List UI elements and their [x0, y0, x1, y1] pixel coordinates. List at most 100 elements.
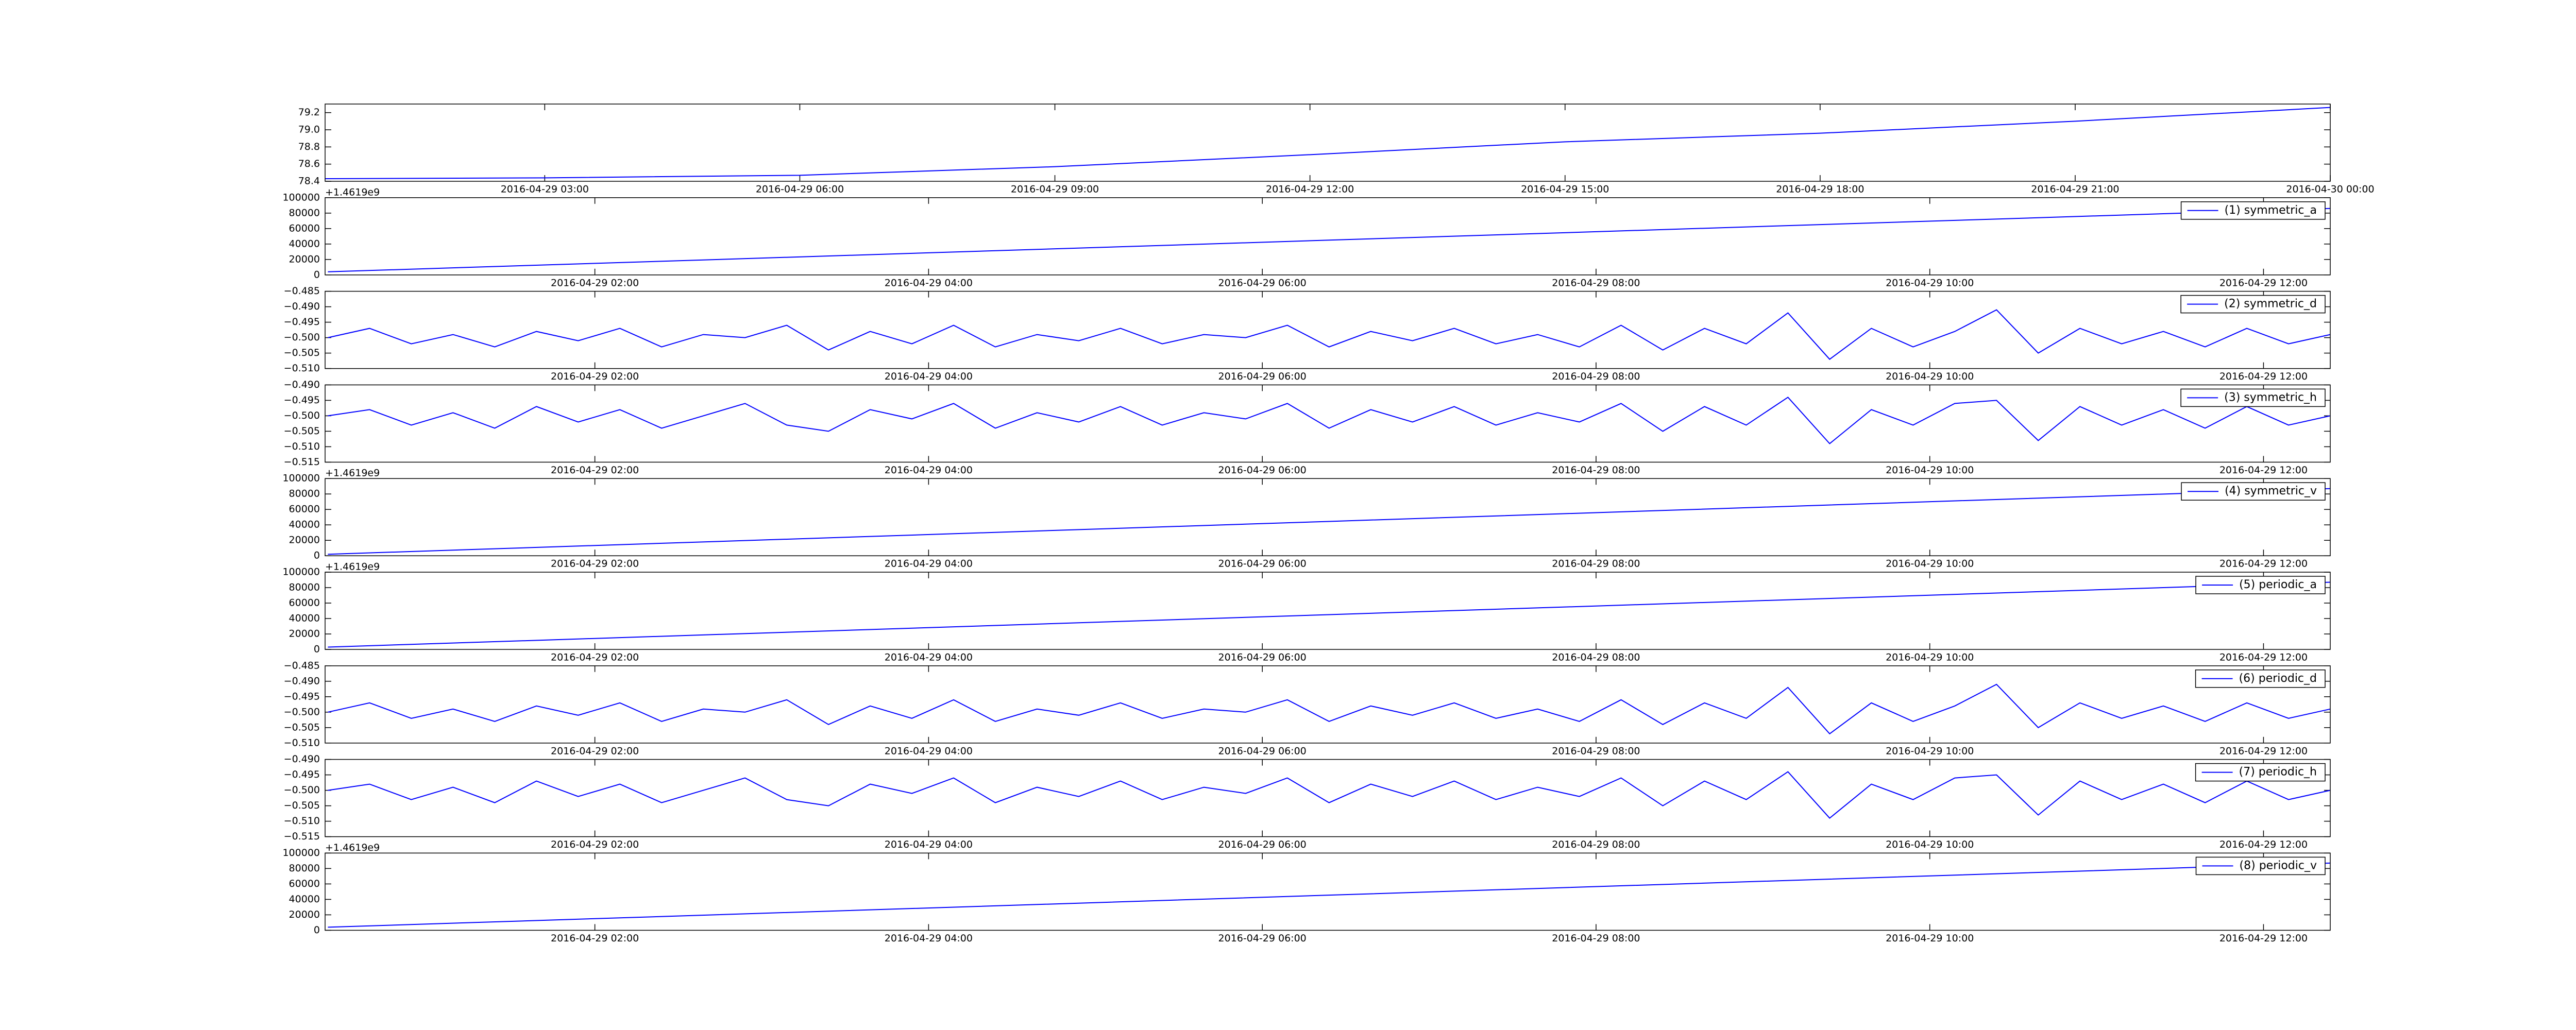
y-tick-label: −0.510 [284, 737, 320, 748]
y-tick-label: 60000 [289, 222, 320, 234]
legend-label: (2) symmetric_d [2224, 298, 2317, 311]
x-tick-label: 2016-04-29 10:00 [1886, 839, 1974, 850]
x-tick-label: 2016-04-29 04:00 [885, 558, 973, 570]
x-tick-label: 2016-04-29 04:00 [885, 465, 973, 476]
x-tick-label: 2016-04-29 09:00 [1011, 184, 1099, 195]
series-line [328, 862, 2331, 928]
y-tick-label: 100000 [282, 847, 320, 859]
y-tick-label: 100000 [282, 566, 320, 578]
legend: (6) periodic_d [2195, 670, 2326, 688]
x-tick-label: 2016-04-29 12:00 [2219, 839, 2308, 850]
legend: (4) symmetric_v [2181, 482, 2326, 501]
y-tick-label: −0.505 [284, 722, 320, 733]
series-line [328, 397, 2331, 444]
axes-frame [325, 478, 2331, 556]
x-tick-label: 2016-04-29 04:00 [885, 652, 973, 663]
x-tick-label: 2016-04-29 04:00 [885, 745, 973, 757]
y-tick-label: 60000 [289, 878, 320, 889]
axes-frame [325, 852, 2331, 931]
x-tick-label: 2016-04-29 10:00 [1886, 465, 1974, 476]
legend-box [2181, 482, 2326, 501]
y-tick-label: −0.500 [284, 784, 320, 796]
x-tick-label: 2016-04-29 10:00 [1886, 933, 1974, 944]
x-tick-label: 2016-04-29 08:00 [1552, 558, 1640, 570]
x-tick-label: 2016-04-29 02:00 [551, 745, 639, 757]
series-line [328, 581, 2331, 648]
y-tick-label: 40000 [289, 894, 320, 905]
y-tick-label: 20000 [289, 628, 320, 640]
y-tick-label: 100000 [282, 473, 320, 484]
y-tick-label: −0.510 [284, 815, 320, 827]
x-tick-label: 2016-04-29 06:00 [1218, 277, 1307, 288]
y-offset-label: +1.4619e9 [325, 186, 380, 198]
series-line [328, 309, 2331, 360]
subplot: −0.510 −0.505 −0.500 −0.495 −0.490 −0.485 2016… [284, 660, 2331, 757]
x-tick-label: 2016-04-29 10:00 [1886, 558, 1974, 570]
legend: (2) symmetric_d [2180, 295, 2326, 314]
subplot: 78.4 78.6 78.8 79.0 79.2 2016-04-29 03:00 2016… [298, 104, 2375, 195]
x-tick-label: 2016-04-29 06:00 [1218, 371, 1307, 382]
y-offset-label: +1.4619e9 [325, 468, 380, 479]
axes-frame [325, 384, 2331, 463]
legend-label: (6) periodic_d [2239, 672, 2317, 685]
x-tick-label: 2016-04-29 12:00 [2219, 652, 2308, 663]
x-tick-label: 2016-04-29 12:00 [2219, 558, 2308, 570]
y-tick-label: 80000 [289, 207, 320, 218]
y-tick-label: −0.495 [284, 769, 320, 780]
x-tick-label: 2016-04-29 04:00 [885, 277, 973, 288]
subplot: −0.515 −0.510 −0.505 −0.500 −0.495 −0.490 2016… [284, 753, 2331, 850]
subplot: 0 20000 40000 60000 80000 100000 2016-04-29 02… [282, 186, 2331, 288]
x-tick-label: 2016-04-29 08:00 [1552, 277, 1640, 288]
y-tick-label: −0.490 [284, 379, 320, 390]
series-line [328, 208, 2331, 272]
y-tick-label: −0.510 [284, 363, 320, 374]
legend-label: (5) periodic_a [2239, 578, 2317, 591]
x-tick-label: 2016-04-29 08:00 [1552, 839, 1640, 850]
y-tick-label: −0.505 [284, 800, 320, 811]
x-tick-label: 2016-04-29 06:00 [1218, 465, 1307, 476]
y-tick-label: 60000 [289, 504, 320, 515]
y-tick-label: 80000 [289, 863, 320, 874]
y-tick-label: −0.485 [284, 285, 320, 297]
y-tick-label: 100000 [282, 192, 320, 203]
legend: (5) periodic_a [2195, 576, 2326, 594]
series-line [325, 107, 2331, 179]
x-tick-label: 2016-04-30 00:00 [2286, 184, 2374, 195]
x-tick-label: 2016-04-29 10:00 [1886, 277, 1974, 288]
y-tick-label: 0 [314, 644, 320, 655]
y-tick-label: 20000 [289, 253, 320, 265]
x-tick-label: 2016-04-29 02:00 [551, 277, 639, 288]
x-tick-label: 2016-04-29 21:00 [2031, 184, 2119, 195]
y-tick-label: 79.0 [298, 124, 320, 135]
y-tick-label: 20000 [289, 535, 320, 546]
y-tick-label: −0.490 [284, 675, 320, 686]
y-tick-label: −0.510 [284, 441, 320, 452]
subplot: 0 20000 40000 60000 80000 100000 2016-04-29 02… [282, 842, 2331, 944]
x-tick-label: 2016-04-29 08:00 [1552, 933, 1640, 944]
legend-label: (1) symmetric_a [2225, 204, 2317, 217]
legend-label: (4) symmetric_v [2225, 485, 2317, 497]
series-line [328, 488, 2331, 555]
x-tick-label: 2016-04-29 10:00 [1886, 371, 1974, 382]
y-tick-label: 78.8 [298, 141, 320, 152]
x-tick-label: 2016-04-29 08:00 [1552, 745, 1640, 757]
x-tick-label: 2016-04-29 04:00 [885, 839, 973, 850]
x-tick-label: 2016-04-29 12:00 [2219, 371, 2308, 382]
y-tick-label: −0.495 [284, 316, 320, 328]
x-tick-label: 2016-04-29 06:00 [1218, 745, 1307, 757]
y-tick-label: −0.500 [284, 706, 320, 717]
legend: (3) symmetric_h [2180, 388, 2326, 407]
x-tick-label: 2016-04-29 10:00 [1886, 652, 1974, 663]
y-tick-label: 40000 [289, 613, 320, 624]
y-tick-label: −0.495 [284, 394, 320, 406]
y-tick-label: −0.500 [284, 410, 320, 421]
x-tick-label: 2016-04-29 02:00 [551, 652, 639, 663]
y-tick-label: −0.515 [284, 456, 320, 468]
x-tick-label: 2016-04-29 12:00 [2219, 277, 2308, 288]
y-tick-label: −0.500 [284, 332, 320, 343]
y-tick-label: 80000 [289, 488, 320, 500]
y-tick-label: −0.495 [284, 691, 320, 702]
x-tick-label: 2016-04-29 08:00 [1552, 371, 1640, 382]
y-tick-label: 40000 [289, 238, 320, 249]
x-tick-label: 2016-04-29 06:00 [1218, 558, 1307, 570]
